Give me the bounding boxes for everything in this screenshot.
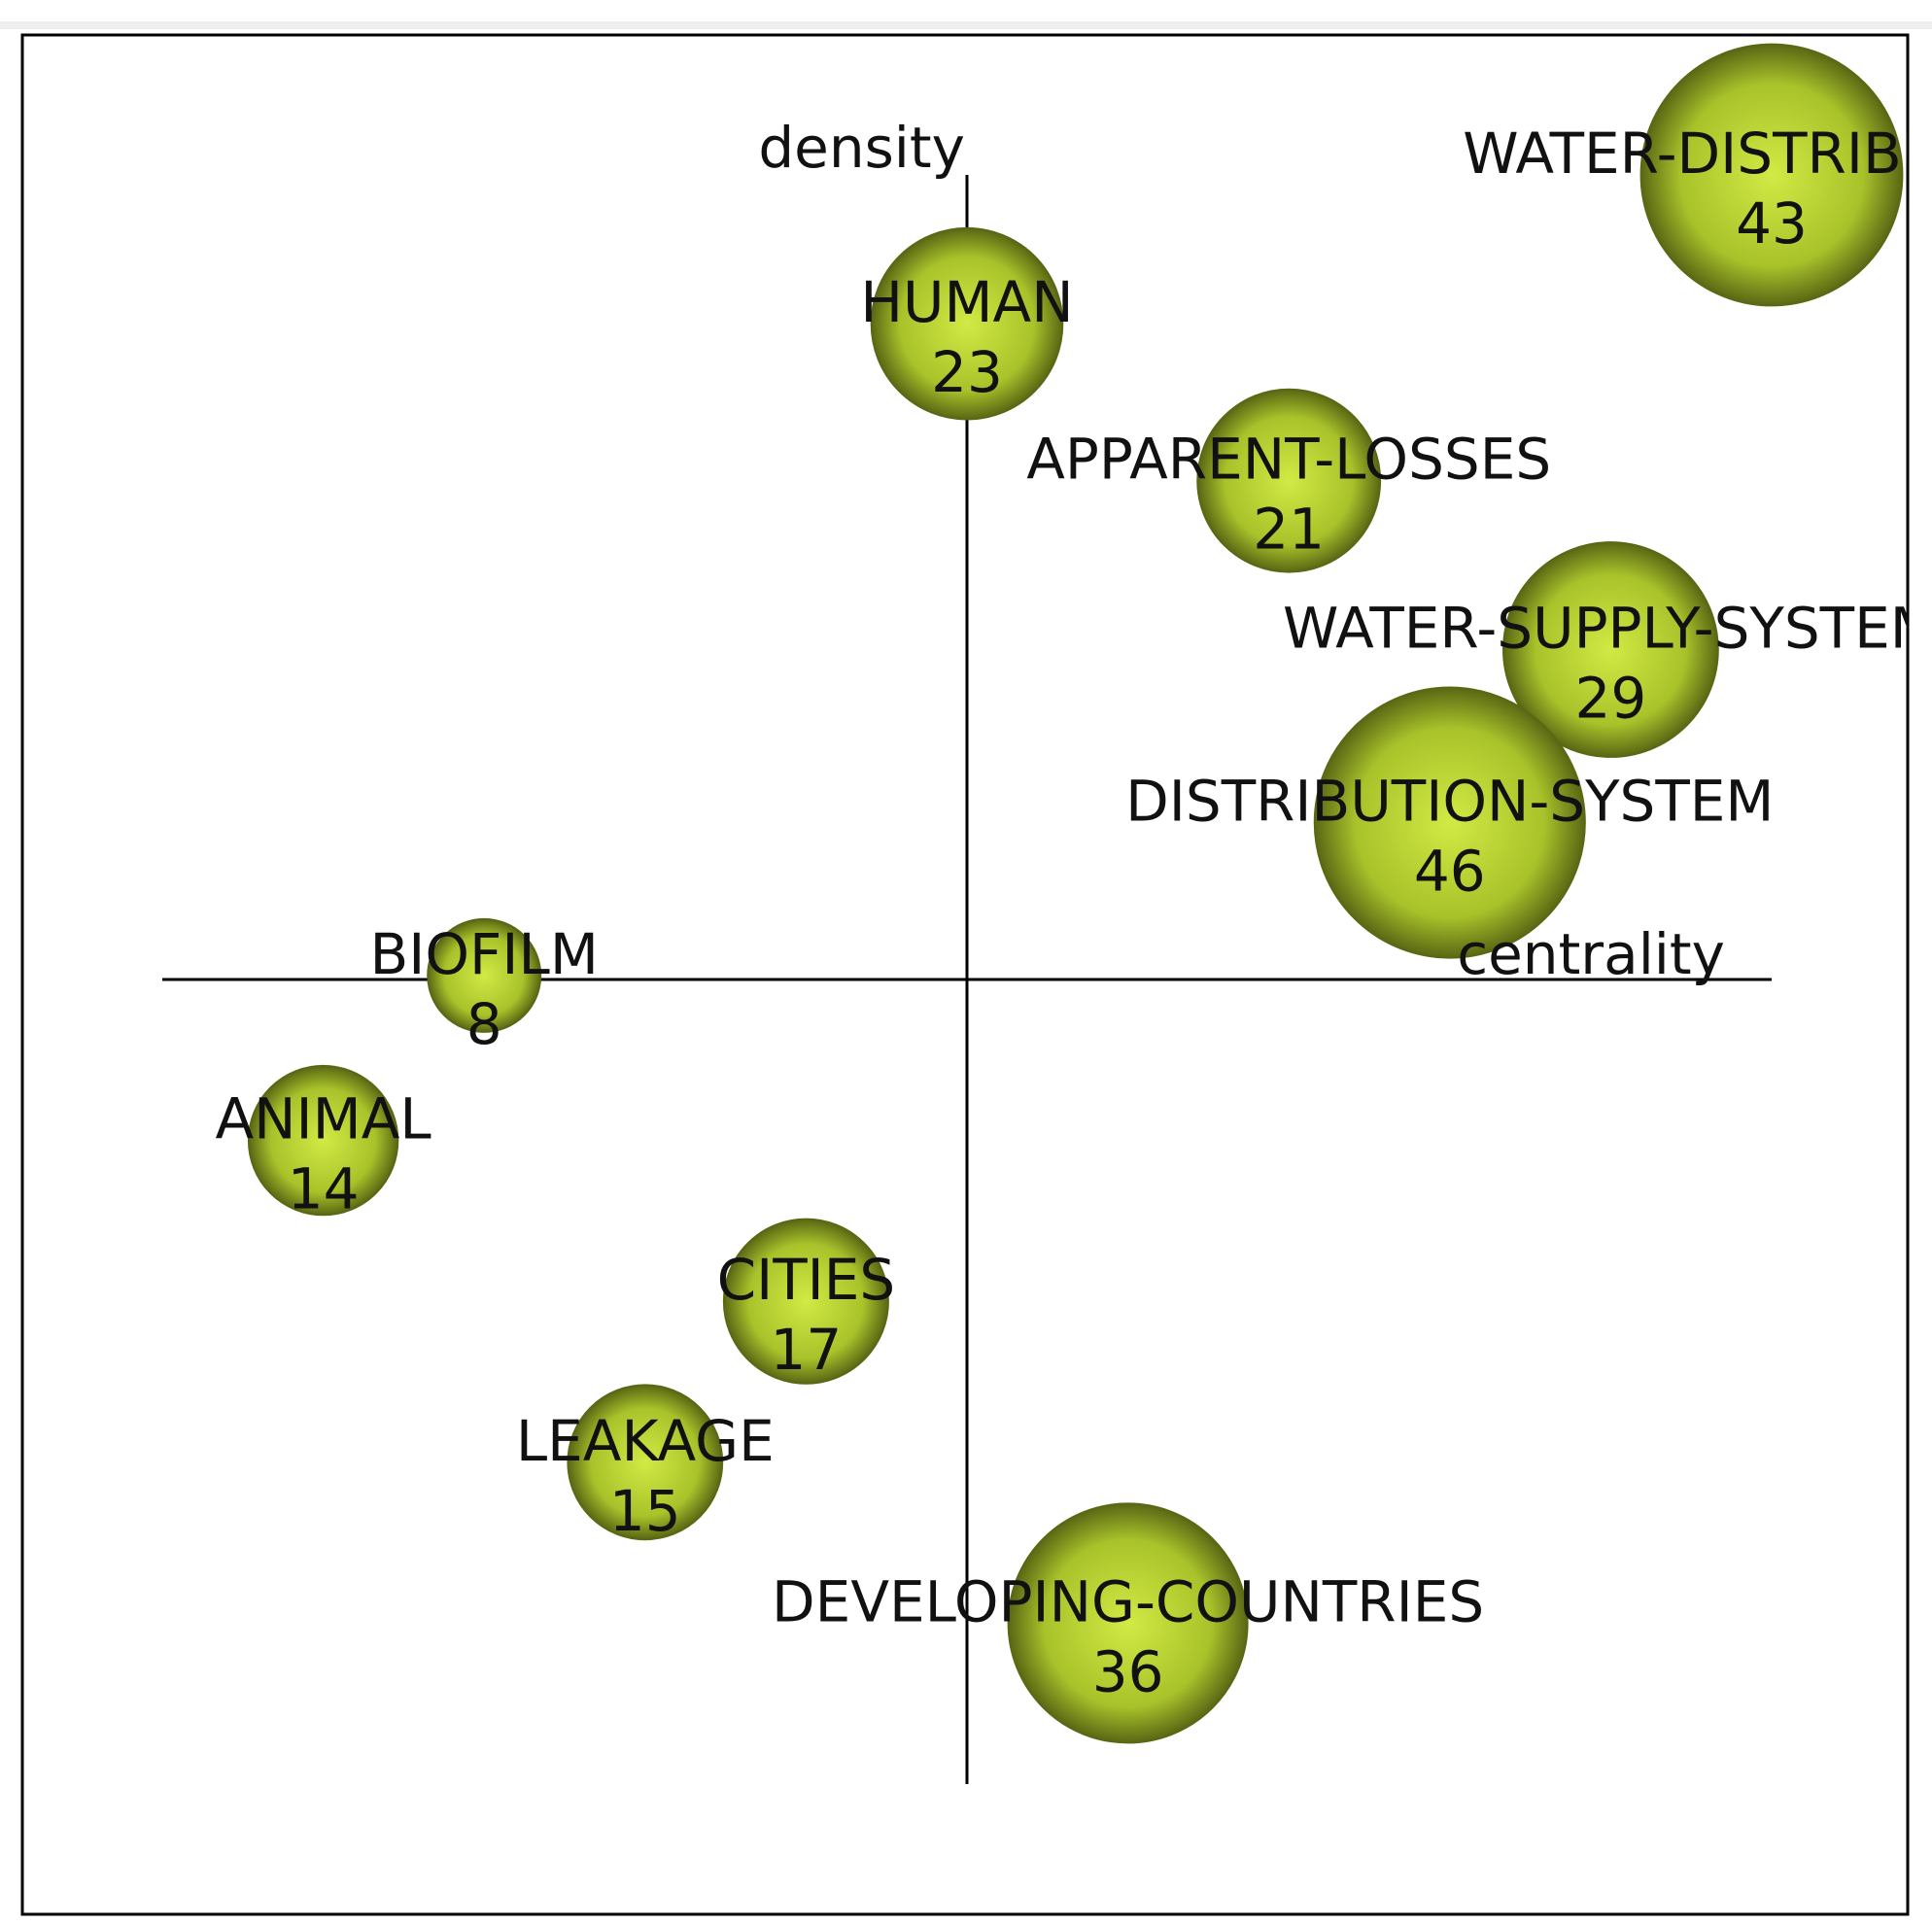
bubble-value: 15 <box>609 1478 681 1544</box>
y-axis-title: density <box>758 115 965 181</box>
bubble-label: DISTRIBUTION-SYSTEM <box>1125 769 1774 835</box>
bubble-label: BIOFILM <box>370 921 599 987</box>
bubble-circle <box>722 1218 889 1385</box>
bubble-circle <box>1007 1502 1249 1744</box>
bubble-label: WATER-SUPPLY-SYSTEM <box>1283 596 1932 662</box>
bubble-layer: WATER-DISTRIBUTION43HUMAN23APPARENT-LOSS… <box>215 43 1932 1744</box>
bubble-label: ANIMAL <box>215 1086 431 1152</box>
bubble-value: 46 <box>1414 839 1486 905</box>
bubble-label: APPARENT-LOSSES <box>1026 427 1551 493</box>
bubble-label: LEAKAGE <box>516 1408 775 1474</box>
bubble-circle <box>247 1064 399 1217</box>
bubble-value: 14 <box>288 1156 360 1222</box>
bubble-value: 23 <box>931 339 1003 405</box>
bubble-label: DEVELOPING-COUNTRIES <box>772 1568 1484 1634</box>
bubble-label: HUMAN <box>860 269 1073 335</box>
bubble-circle <box>427 917 542 1033</box>
bubble-label: CITIES <box>717 1247 896 1313</box>
bubble-label: WATER-DISTRIBUTION <box>1463 120 1932 187</box>
bubble-value: 21 <box>1253 497 1325 563</box>
bubble-value: 36 <box>1092 1638 1164 1704</box>
top-edge-shade <box>0 21 1932 29</box>
bubble-value: 17 <box>770 1317 842 1383</box>
bubble-circle <box>1639 43 1904 307</box>
bubble-water-distribution: WATER-DISTRIBUTION43 <box>1463 43 1932 307</box>
x-axis-title: centrality <box>1457 921 1725 987</box>
bubble-circle <box>1502 541 1719 758</box>
bubble-circle <box>1313 686 1586 959</box>
bubble-value: 8 <box>466 991 502 1057</box>
bubble-circle <box>1196 388 1382 573</box>
bubble-circle <box>567 1384 724 1541</box>
bubble-value: 43 <box>1736 190 1808 257</box>
bubble-circle <box>870 226 1064 421</box>
bubble-value: 29 <box>1574 666 1646 732</box>
